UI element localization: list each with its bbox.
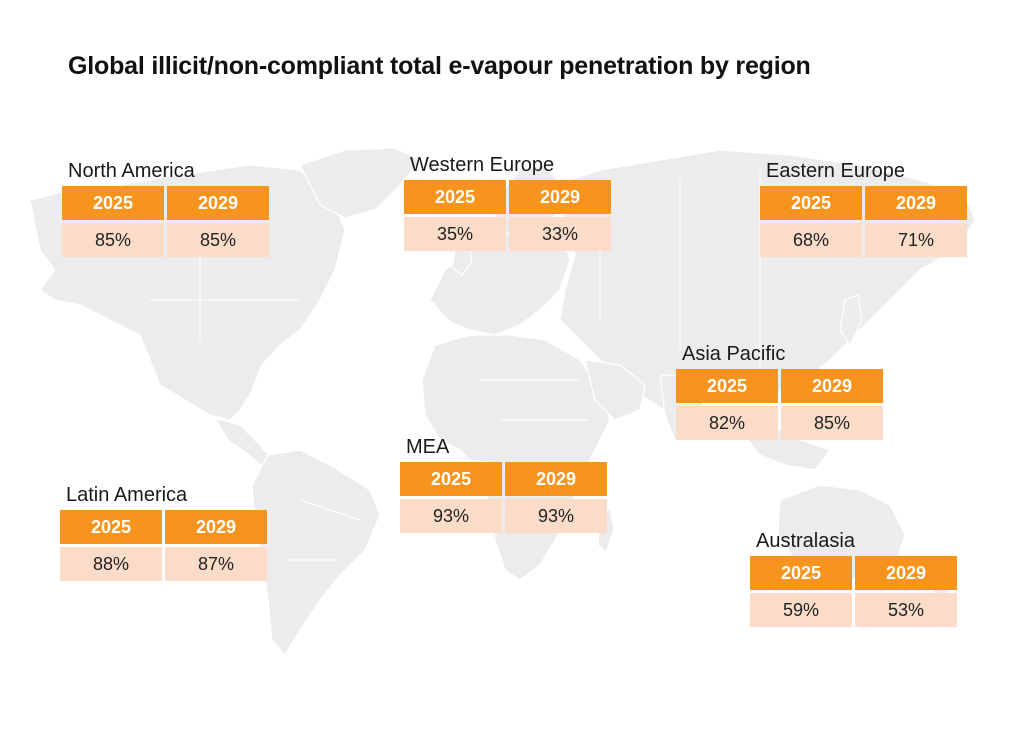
penetration-value: 93% [400, 499, 502, 533]
year-header: 2029 [167, 186, 269, 220]
penetration-value: 85% [781, 406, 883, 440]
year-header: 2029 [865, 186, 967, 220]
south-america-landmass [251, 449, 381, 657]
penetration-value: 82% [676, 406, 778, 440]
region-table: 2025 2029 35% 33% [404, 180, 611, 251]
penetration-value: 71% [865, 223, 967, 257]
region-name: Australasia [756, 530, 855, 552]
year-header: 2025 [62, 186, 164, 220]
region-table: 2025 2029 88% 87% [60, 510, 267, 581]
penetration-value: 59% [750, 593, 852, 627]
year-header: 2029 [781, 369, 883, 403]
region-table: 2025 2029 93% 93% [400, 462, 607, 533]
region-table: 2025 2029 59% 53% [750, 556, 957, 627]
penetration-value: 33% [509, 217, 611, 251]
region-name: Latin America [66, 484, 188, 506]
region-mea: MEA 2025 2029 93% 93% [400, 436, 607, 533]
region-name: Eastern Europe [766, 160, 905, 182]
region-western-europe: Western Europe 2025 2029 35% 33% [404, 154, 611, 251]
year-header: 2025 [760, 186, 862, 220]
region-table: 2025 2029 82% 85% [676, 369, 883, 440]
arabia-landmass [584, 359, 646, 421]
region-table: 2025 2029 68% 71% [760, 186, 967, 257]
penetration-value: 88% [60, 547, 162, 581]
penetration-value: 35% [404, 217, 506, 251]
region-name: MEA [406, 436, 450, 458]
chart-title: Global illicit/non-compliant total e-vap… [68, 52, 811, 80]
year-header: 2029 [505, 462, 607, 496]
region-name: Western Europe [410, 154, 555, 176]
penetration-value: 87% [165, 547, 267, 581]
penetration-value: 68% [760, 223, 862, 257]
region-north-america: North America 2025 2029 85% 85% [62, 160, 269, 257]
year-header: 2029 [165, 510, 267, 544]
region-table: 2025 2029 85% 85% [62, 186, 269, 257]
region-asia-pacific: Asia Pacific 2025 2029 82% 85% [676, 343, 883, 440]
year-header: 2025 [400, 462, 502, 496]
region-eastern-europe: Eastern Europe 2025 2029 68% 71% [760, 160, 967, 257]
region-name: Asia Pacific [682, 343, 786, 365]
region-australasia: Australasia 2025 2029 59% 53% [750, 530, 957, 627]
penetration-value: 85% [62, 223, 164, 257]
year-header: 2025 [676, 369, 778, 403]
penetration-value: 53% [855, 593, 957, 627]
greenland-landmass [299, 147, 421, 219]
region-name: North America [68, 160, 195, 182]
year-header: 2029 [855, 556, 957, 590]
year-header: 2025 [404, 180, 506, 214]
region-latin-america: Latin America 2025 2029 88% 87% [60, 484, 267, 581]
year-header: 2029 [509, 180, 611, 214]
japan-landmass [839, 294, 863, 347]
year-header: 2025 [750, 556, 852, 590]
penetration-value: 93% [505, 499, 607, 533]
penetration-value: 85% [167, 223, 269, 257]
year-header: 2025 [60, 510, 162, 544]
